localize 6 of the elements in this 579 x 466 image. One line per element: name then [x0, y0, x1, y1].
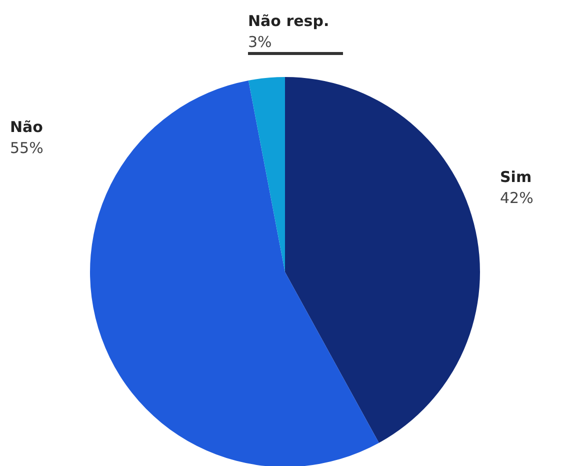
data-label: 55% — [10, 139, 44, 157]
data-label: 42% — [500, 189, 534, 207]
data-label: 3% — [248, 33, 272, 51]
slice-label: Não resp. — [248, 12, 330, 30]
slice-label: Sim — [500, 168, 532, 186]
slice-label: Não — [10, 118, 43, 136]
